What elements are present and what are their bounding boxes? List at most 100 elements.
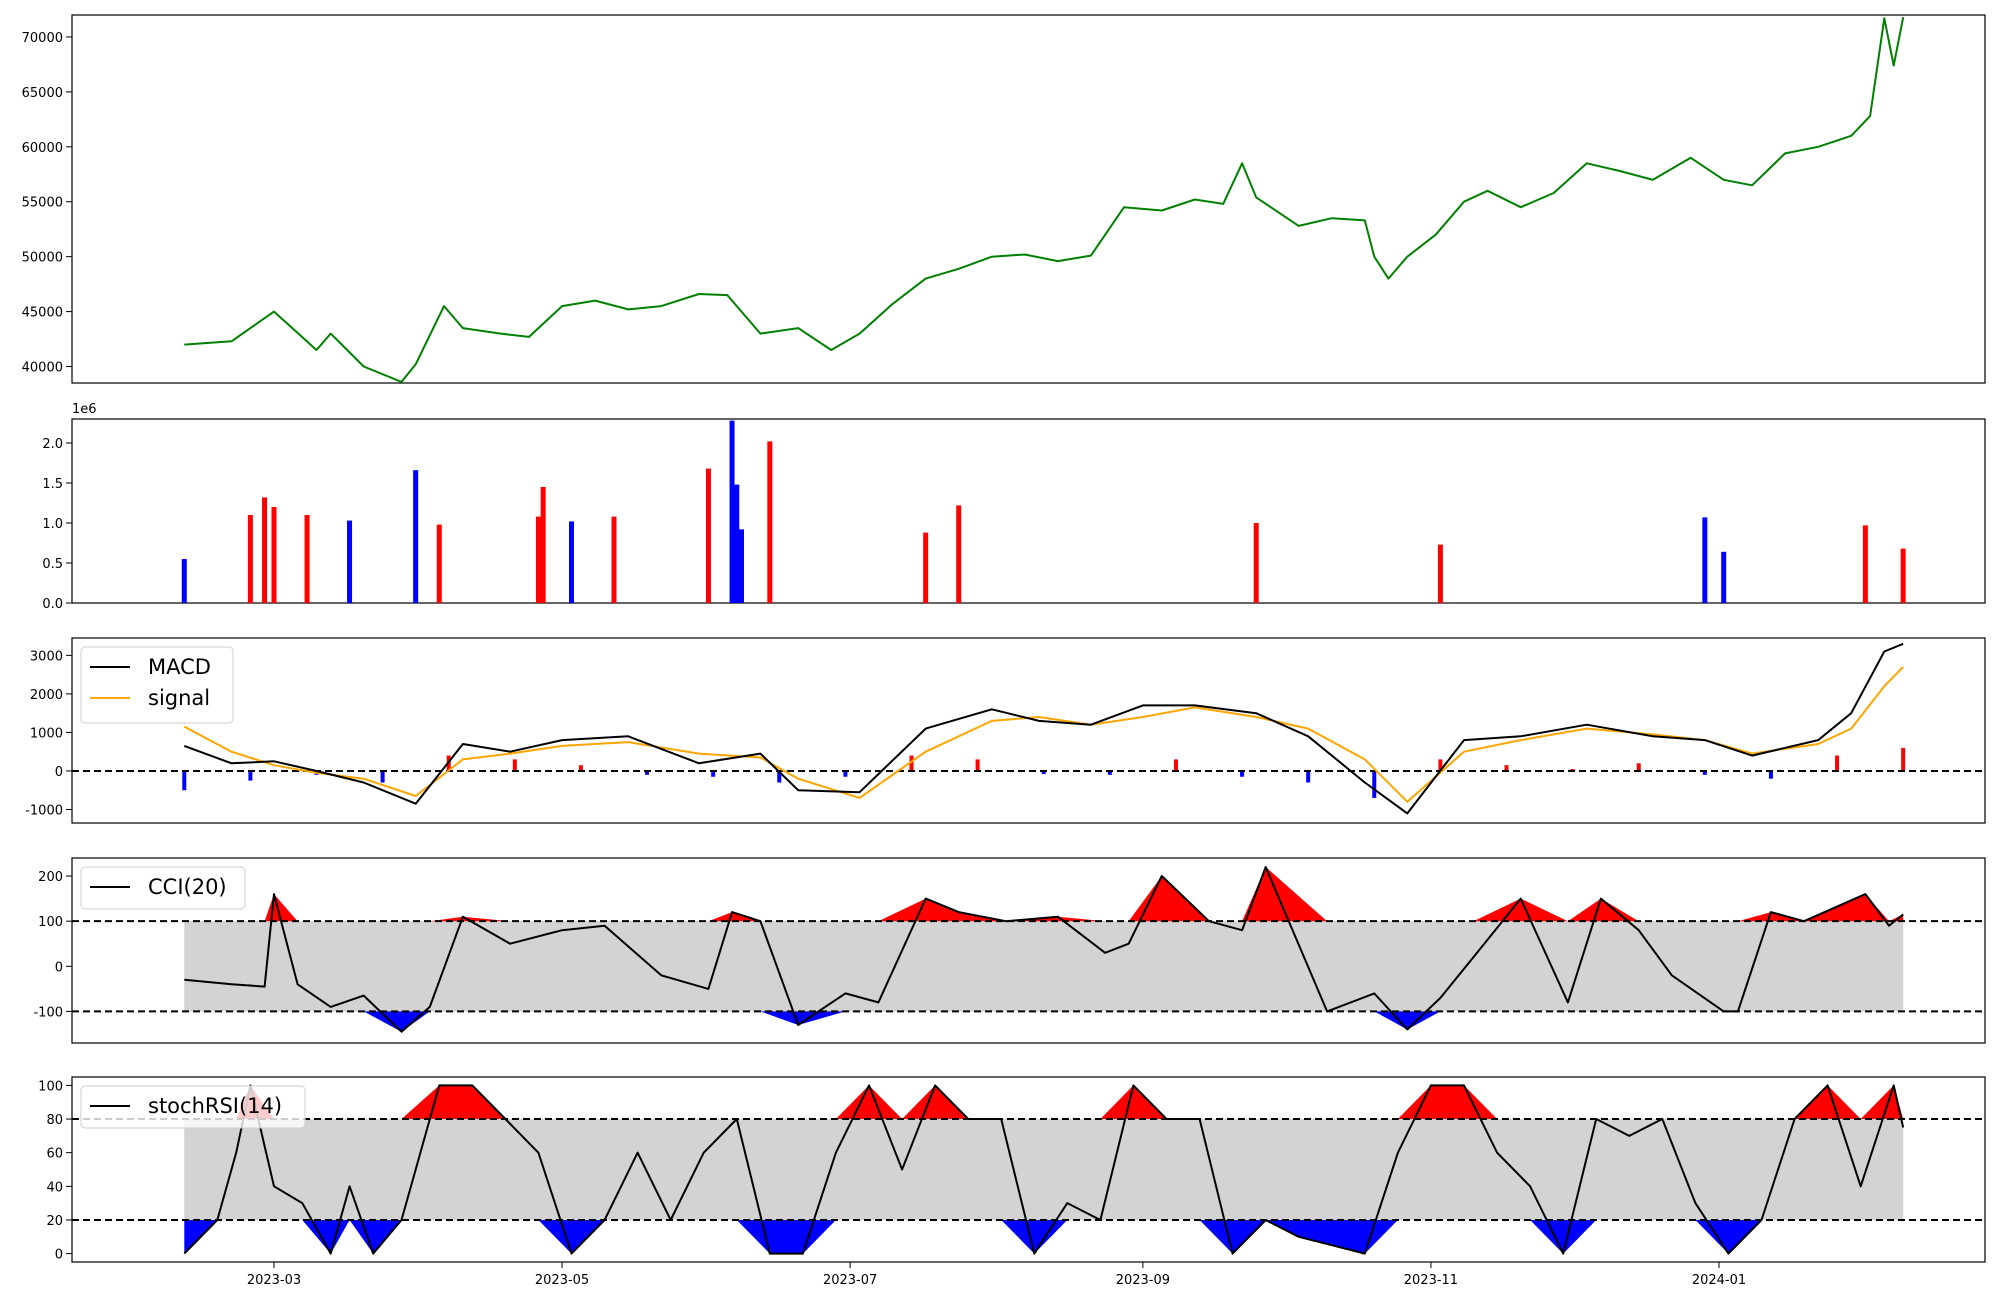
volume-bar [535,516,541,603]
cci-overbought-fill [184,867,1904,922]
y-tick-label: 80 [46,1113,63,1128]
volume-bar [611,516,617,603]
y-tick-label: 45000 [22,306,63,321]
macd-histogram-bar [1306,770,1311,783]
y-tick-label: 2.0 [42,437,63,452]
volume-bar [569,521,574,603]
y-tick-label: 50000 [22,251,63,266]
macd-histogram-bar [1835,755,1840,771]
macd-histogram-bar [1768,770,1773,779]
legend-label: signal [148,686,210,710]
legend-box [80,1085,306,1129]
y-tick-label: 100 [38,1079,63,1094]
y-tick-label: -100 [33,1005,63,1020]
macd-histogram-bar [1240,770,1245,777]
legend-label: CCI(20) [148,875,227,899]
y-tick-label: 200 [38,870,63,885]
volume-bar [734,484,740,603]
volume-bar [413,470,419,603]
y-tick-label: 0 [55,1248,63,1263]
macd-histogram-bar [909,755,914,771]
volume-panel: 0.0 0.5 1.0 1.5 2.0 1e6 [42,402,1986,612]
price-line [184,17,1905,383]
macd-histogram-bar [777,770,782,783]
macd-axes-frame [71,637,1986,824]
y-tick-label: 0 [55,960,63,975]
legend-label: MACD [148,655,211,679]
x-tick-label: 2023-07 [823,1273,877,1288]
volume-bar [262,497,268,603]
volume-bar [540,487,546,603]
volume-bar [181,559,187,603]
macd-histogram-bar [1901,747,1906,771]
macd-histogram-bar [1504,765,1509,771]
volume-bar [1253,523,1259,603]
volume-bar [1862,525,1868,603]
y-tick-label: 2000 [30,688,63,703]
y-tick-label: 60 [46,1147,63,1162]
stochrsi-line [183,1084,1905,1255]
y-scale-label: 1e6 [72,402,97,417]
volume-bar [705,468,711,603]
macd-histogram-bar [380,770,385,783]
macd-histogram-bar [1107,770,1112,775]
macd-histogram-bar [843,770,848,777]
y-tick-label: 100 [38,915,63,930]
stochrsi-panel: 0 20 40 60 80 100 stochRSI(14) [38,1076,1986,1263]
volume-bar [247,515,253,603]
volume-bar [304,515,310,603]
volume-bar [1437,544,1443,603]
y-tick-label: 55000 [22,196,63,211]
volume-bar [729,420,735,603]
volume-bar [923,532,929,603]
y-tick-label: 65000 [22,86,63,101]
price-axes-frame [71,14,1986,384]
macd-histogram-bar [512,759,517,771]
macd-histogram-bar [645,770,650,775]
y-tick-label: 1000 [30,726,63,741]
y-tick-label: 0 [55,765,63,780]
y-tick-label: 60000 [22,141,63,156]
macd-line [183,642,1904,815]
y-tick-label: 40000 [22,361,63,376]
x-tick-label: 2023-03 [247,1273,301,1288]
stochrsi-overbought-fill [184,1085,1904,1119]
volume-bar [767,441,773,603]
macd-histogram-bar [1041,770,1046,775]
y-tick-label: 3000 [30,649,63,664]
y-tick-label: 20 [46,1214,63,1229]
stochrsi-band [184,1119,1904,1220]
volume-bar [739,529,744,603]
volume-bar [1900,548,1906,603]
macd-histogram-bar [1173,759,1178,771]
legend-label: stochRSI(14) [148,1094,282,1118]
macd-histogram-bar [578,765,583,771]
x-tick-label: 2023-09 [1116,1273,1170,1288]
cci-band [184,921,1904,1012]
y-tick-label: 1.0 [42,517,63,532]
macd-histogram-bar [1372,770,1377,798]
volume-bar [436,524,442,603]
macd-panel: -1000 0 1000 2000 3000 MACD signal [25,637,1986,824]
y-tick-label: 70000 [22,31,63,46]
legend-box [80,866,246,910]
volume-bar [271,507,277,603]
cci-line [184,866,1904,1033]
x-tick-label: 2024-01 [1692,1273,1746,1288]
y-tick-label: 1.5 [42,477,63,492]
macd-histogram-bar [1702,770,1707,775]
macd-histogram-bar [711,770,716,777]
x-tick-label: 2023-11 [1404,1273,1458,1288]
macd-histogram-bar [182,770,187,791]
y-tick-label: 0.5 [42,557,63,572]
macd-histogram-bar [1438,759,1443,771]
volume-bar [347,520,353,603]
price-panel: 40000 45000 50000 55000 60000 65000 70000 [22,14,1986,384]
stochrsi-oversold-fill [184,1220,1904,1254]
y-tick-label: 40 [46,1180,63,1195]
cci-axes-frame [71,857,1986,1044]
macd-histogram-bar [1636,763,1641,771]
volume-bar [1721,551,1727,603]
